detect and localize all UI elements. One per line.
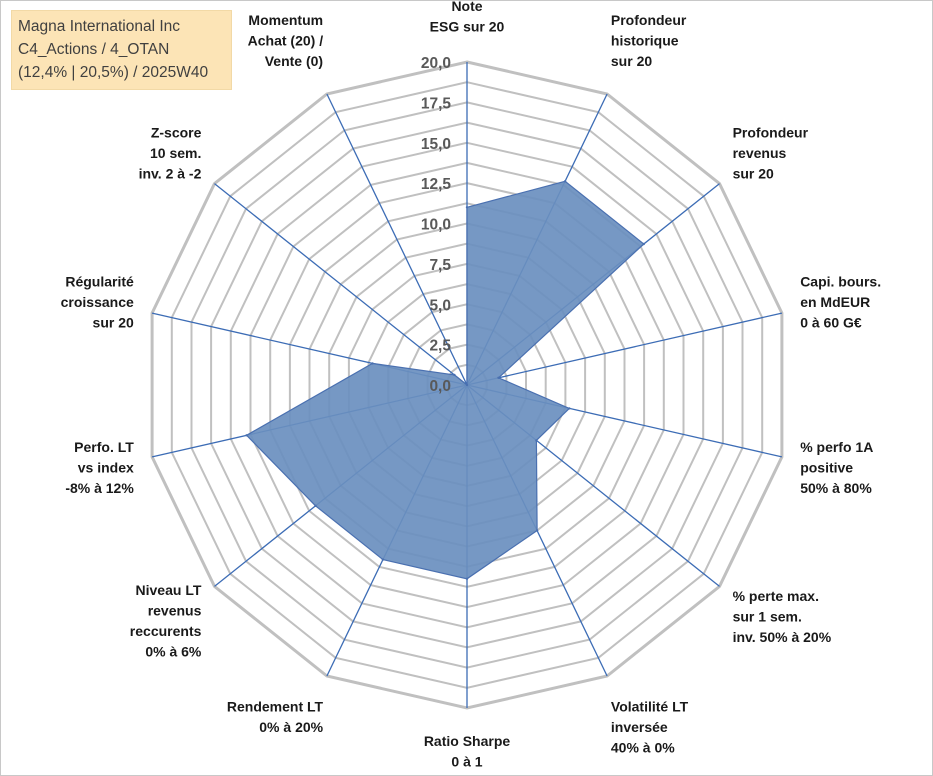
axis-label-line: 40% à 0% xyxy=(611,739,675,755)
axis-label-line: Profondeur xyxy=(611,12,687,28)
axis-label-line: 0 à 1 xyxy=(451,754,482,770)
chart-subtitle-category: C4_Actions / 4_OTAN xyxy=(18,41,170,58)
axis-label-line: Achat (20) / xyxy=(248,33,324,49)
axis-label-line: Momentum xyxy=(248,12,323,28)
axis-label-line: sur 20 xyxy=(93,315,134,331)
axis-label: Ratio Sharpe 0 à 1 xyxy=(424,733,511,770)
axis-label-line: Z-score xyxy=(151,125,202,141)
series-point xyxy=(563,180,567,183)
series-point xyxy=(465,577,469,580)
axis-label-line: Ratio Sharpe xyxy=(424,733,511,749)
axis-label-line: Rendement LT xyxy=(227,698,324,714)
axis-label-line: reccurents xyxy=(130,623,202,639)
axis-label-line: revenus xyxy=(733,145,787,161)
axis-label-line: croissance xyxy=(61,294,134,310)
axis-label: Note ESG sur 20 xyxy=(430,0,505,35)
axis-label: Profondeur revenus sur 20 xyxy=(733,125,809,182)
series-point xyxy=(535,439,538,442)
axis-label-line: 0% à 6% xyxy=(145,644,202,660)
axis-label-line: inv. 50% à 20% xyxy=(733,629,832,645)
radar-axis-labels: Note ESG sur 20 Profondeur historique sur 20… xyxy=(61,0,881,770)
chart-title: Magna International Inc xyxy=(18,18,180,35)
axis-label-line: 0% à 20% xyxy=(259,719,323,735)
axis-label-line: Note xyxy=(451,0,482,14)
axis-label-line: Profondeur xyxy=(733,125,809,141)
axis-label-line: sur 20 xyxy=(733,166,774,182)
axis-label-line: ESG sur 20 xyxy=(430,19,505,35)
axis-label-line: Régularité xyxy=(65,274,134,290)
axis-label-line: Volatilité LT xyxy=(611,698,689,714)
radial-tick-label: 5,0 xyxy=(429,297,451,314)
radial-tick-label: 20,0 xyxy=(421,55,451,72)
radial-tick-label: 0,0 xyxy=(429,378,451,395)
axis-label: % perte max. sur 1 sem. inv. 50% à 20% xyxy=(733,588,832,645)
series-point xyxy=(381,558,385,561)
series-point xyxy=(371,362,374,365)
radial-tick-label: 10,0 xyxy=(421,217,451,234)
axis-label: Momentum Achat (20) / Vente (0) xyxy=(248,12,324,69)
axis-label-line: -8% à 12% xyxy=(65,480,134,496)
series-point xyxy=(642,242,645,246)
axis-spoke xyxy=(466,312,783,386)
series-point xyxy=(314,504,317,507)
axis-label-line: Capi. bours. xyxy=(800,274,881,290)
axis-label: Perfo. LT vs index -8% à 12% xyxy=(65,439,134,496)
axis-label: % perfo 1A positive 50% à 80% xyxy=(800,439,873,496)
series-point xyxy=(497,376,500,379)
radial-tick-label: 7,5 xyxy=(429,257,451,274)
axis-label-line: inversée xyxy=(611,719,668,735)
radial-tick-label: 12,5 xyxy=(421,176,452,193)
axis-label-line: Perfo. LT xyxy=(74,439,134,455)
series-point xyxy=(465,383,469,387)
axis-spoke xyxy=(326,93,468,386)
axis-label-line: % perte max. xyxy=(733,588,819,604)
radial-tick-label: 17,5 xyxy=(421,95,452,112)
radial-tick-label: 15,0 xyxy=(421,136,451,153)
radar-tick-labels: 0,0 2,5 5,0 7,5 10,0 12,5 15,0 17,5 20,0 xyxy=(421,55,452,395)
axis-label-line: positive xyxy=(800,459,853,475)
axis-label-line: vs index xyxy=(78,459,134,475)
axis-label-line: Vente (0) xyxy=(265,53,323,69)
axis-label: Profondeur historique sur 20 xyxy=(611,12,687,69)
axis-label: Niveau LT revenus reccurents 0% à 6% xyxy=(130,582,202,660)
axis-spoke xyxy=(214,183,468,386)
chart-subtitle-stats: (12,4% | 20,5%) / 2025W40 xyxy=(18,64,209,81)
series-point xyxy=(568,407,571,410)
axis-label-line: 50% à 80% xyxy=(800,480,872,496)
axis-label: Z-score 10 sem. inv. 2 à -2 xyxy=(139,125,202,182)
axis-label-line: 0 à 60 G€ xyxy=(800,315,862,331)
axis-label-line: sur 1 sem. xyxy=(733,608,802,624)
series-point xyxy=(465,206,469,209)
axis-label-line: Niveau LT xyxy=(136,582,202,598)
axis-label-line: sur 20 xyxy=(611,53,652,69)
axis-label-line: inv. 2 à -2 xyxy=(139,166,202,182)
axis-label: Régularité croissance sur 20 xyxy=(61,274,134,331)
axis-label: Volatilité LT inversée 40% à 0% xyxy=(611,698,689,755)
axis-label-line: 10 sem. xyxy=(150,145,201,161)
axis-label: Capi. bours. en MdEUR 0 à 60 G€ xyxy=(800,274,881,331)
radial-tick-label: 2,5 xyxy=(429,338,451,355)
axis-label-line: en MdEUR xyxy=(800,294,870,310)
axis-label-line: revenus xyxy=(148,603,202,619)
series-point xyxy=(453,373,456,377)
radar-series xyxy=(245,180,645,580)
axis-label-line: % perfo 1A xyxy=(800,439,873,455)
series-point xyxy=(535,529,539,532)
axis-label: Rendement LT 0% à 20% xyxy=(227,698,324,735)
axis-label-line: historique xyxy=(611,33,679,49)
chart-title-box: Magna International Inc C4_Actions / 4_O… xyxy=(11,10,232,90)
series-point xyxy=(245,434,248,437)
